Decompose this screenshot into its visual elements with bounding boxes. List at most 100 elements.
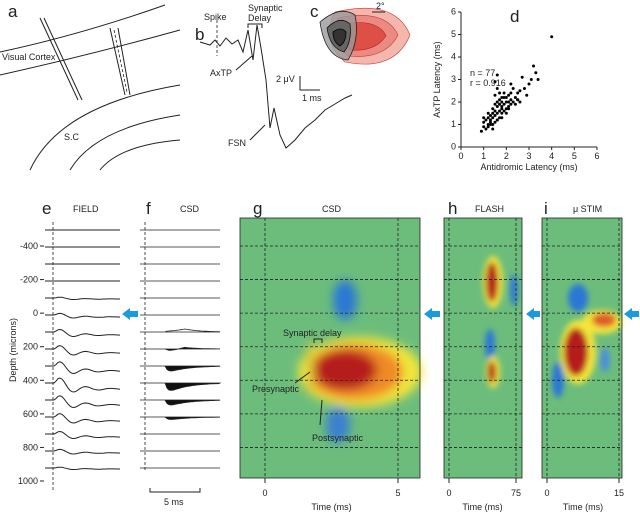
csd-trace <box>140 346 221 351</box>
point <box>482 120 486 124</box>
panel-letter: g <box>253 199 262 218</box>
point <box>504 111 508 115</box>
panel-title: CSD <box>180 204 200 214</box>
point <box>493 109 497 113</box>
point <box>491 111 495 115</box>
x-tick-label: 4 <box>549 151 554 161</box>
point <box>491 127 495 131</box>
point <box>486 116 490 120</box>
point <box>500 107 504 111</box>
point <box>550 35 554 39</box>
csd-trace <box>140 416 221 420</box>
point <box>495 111 499 115</box>
point <box>482 125 486 129</box>
field-trace <box>45 296 120 300</box>
scale-label: 5 ms <box>164 497 184 507</box>
csd-trace <box>140 328 221 333</box>
field-trace <box>45 312 121 319</box>
field-trace <box>45 377 121 393</box>
point <box>498 109 502 113</box>
heatmap-h <box>443 217 523 479</box>
field-trace <box>45 345 121 356</box>
depth-tick-label: 1000 <box>18 476 38 486</box>
point <box>509 82 513 86</box>
point <box>488 123 492 126</box>
point <box>488 114 492 117</box>
annotation: Synaptic <box>248 3 283 13</box>
point <box>502 102 506 106</box>
y-tick-label: 1 <box>451 119 456 129</box>
y-axis-title: AxTP Latency (ms) <box>432 41 442 117</box>
point <box>498 98 502 102</box>
time-tick-label: 5 <box>395 488 400 498</box>
csd-trace <box>140 365 221 372</box>
panel-letter: e <box>42 199 51 218</box>
x-tick-label: 6 <box>594 151 599 161</box>
point <box>507 100 511 104</box>
point <box>493 93 497 97</box>
point <box>479 129 483 133</box>
point <box>509 98 513 102</box>
point <box>516 91 520 95</box>
point <box>507 105 511 108</box>
point <box>532 64 536 68</box>
time-tick-label: 15 <box>614 488 624 498</box>
region-label: S.C <box>64 132 80 142</box>
traces <box>45 222 222 490</box>
point <box>513 102 517 106</box>
point <box>488 118 492 122</box>
point <box>500 105 504 108</box>
panel-letter: b <box>195 25 204 44</box>
point <box>513 96 517 99</box>
point <box>500 96 504 99</box>
point <box>500 111 504 115</box>
field-trace <box>45 466 120 470</box>
csd-trace <box>140 399 221 406</box>
point <box>484 127 488 131</box>
panel-title: CSD <box>322 204 342 214</box>
point <box>488 120 492 124</box>
depth-tick-label: 800 <box>23 442 38 452</box>
heatmap-g <box>239 217 422 479</box>
field-trace <box>45 430 121 440</box>
point <box>504 107 508 111</box>
axis-title: Time (ms) <box>462 502 502 512</box>
annotation: Postsynaptic <box>312 433 364 443</box>
time-tick-label: 75 <box>511 488 521 498</box>
point <box>522 87 526 90</box>
x-axis-title: Antidromic Latency (ms) <box>480 162 577 172</box>
point <box>525 93 529 97</box>
point <box>502 91 506 95</box>
point <box>536 78 540 81</box>
point <box>504 100 508 104</box>
field-trace <box>45 361 121 375</box>
x-tick-label: 1 <box>481 151 486 161</box>
x-tick-label: 2 <box>504 151 509 161</box>
panel-title: μ STIM <box>573 204 602 214</box>
point <box>491 116 495 120</box>
annotation: n = 77 <box>470 68 495 78</box>
axis-title: Depth (microns) <box>8 318 18 382</box>
point <box>495 87 499 90</box>
panel-letter: f <box>146 199 151 218</box>
field-trace <box>45 395 121 409</box>
heatmap-grid <box>240 218 622 478</box>
panel-letter: a <box>8 2 18 21</box>
level-arrows <box>122 308 639 320</box>
axis-title: Time (ms) <box>563 502 603 512</box>
x-tick-label: 3 <box>526 151 531 161</box>
annotation: Presynaptic <box>252 384 300 394</box>
point <box>482 116 486 120</box>
point <box>491 123 495 126</box>
point <box>500 100 504 104</box>
point <box>502 109 506 113</box>
panel-letter: h <box>448 199 457 218</box>
depth-tick-label: -200 <box>20 275 38 285</box>
time-tick-label: 0 <box>446 488 451 498</box>
y-tick-label: 0 <box>451 142 456 152</box>
point <box>498 116 502 120</box>
point <box>527 82 531 86</box>
point <box>493 80 497 84</box>
x-tick-label: 5 <box>572 151 577 161</box>
point <box>511 87 515 90</box>
